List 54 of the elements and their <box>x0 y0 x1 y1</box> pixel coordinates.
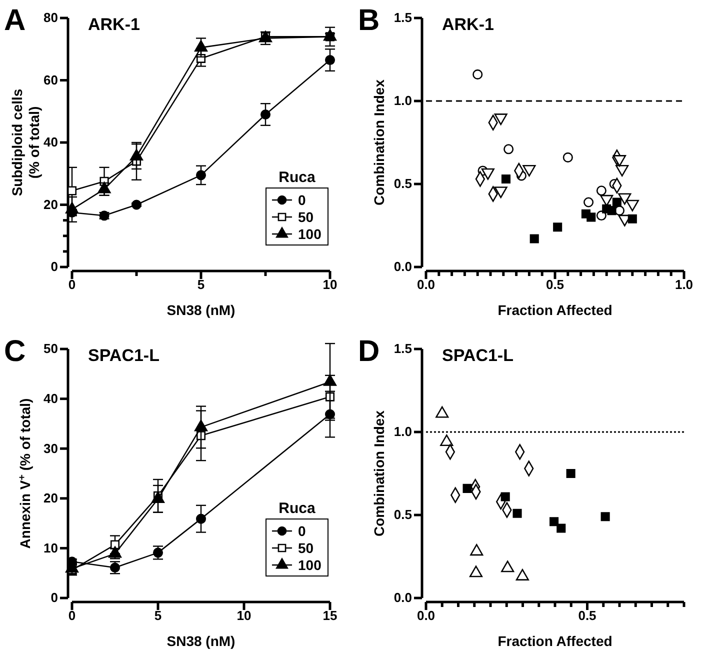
y-tick-label: 40 <box>44 134 58 150</box>
legend-title: Ruca <box>278 169 316 186</box>
text: B <box>358 4 380 37</box>
x-tick-label: 0.0 <box>416 608 436 624</box>
legend-label: 100 <box>298 226 322 242</box>
y-axis-title: Combination Index <box>371 79 387 206</box>
legend-title: Ruca <box>278 500 316 517</box>
y-tick-label: 80 <box>44 10 58 26</box>
x-axis-title: Fraction Affected <box>498 633 612 649</box>
y-tick-label: 20 <box>44 490 58 506</box>
x-tick-label: 5 <box>154 608 162 624</box>
x-tick-label: 0 <box>68 608 76 624</box>
y-tick-label: 0.0 <box>394 259 412 274</box>
y-tick-label: 10 <box>44 540 58 556</box>
legend-label: 50 <box>298 540 314 556</box>
y-tick-label: 1.0 <box>394 424 412 440</box>
text: D <box>358 335 380 368</box>
legend-label: 100 <box>298 557 322 573</box>
x-tick-label: 10 <box>236 608 252 624</box>
y-tick-label: 1.5 <box>394 10 412 26</box>
y-tick-label: 1.5 <box>394 341 412 356</box>
y-tick-label: 0.5 <box>394 507 412 522</box>
x-axis-title: SN38 (nM) <box>166 302 236 318</box>
chart-title: ARK-1 <box>442 15 494 34</box>
y-axis-title: Subdiploid cells (% of total) <box>9 88 42 196</box>
chart-title: ARK-1 <box>88 15 140 34</box>
y-tick-label: 60 <box>44 72 58 88</box>
text: C <box>4 335 26 368</box>
y-tick-label: 0.5 <box>394 176 412 192</box>
y-tick-label: 50 <box>44 341 58 356</box>
x-tick-label: 0.5 <box>546 277 564 292</box>
x-tick-label: 1.0 <box>674 277 694 292</box>
y-tick-label: 40 <box>44 390 58 406</box>
legend-label: 50 <box>298 209 314 225</box>
y-tick-label: 0 <box>50 259 58 274</box>
y-tick-label: 30 <box>44 440 58 456</box>
x-tick-label: 10 <box>322 277 338 292</box>
y-tick-label: 0 <box>50 590 58 606</box>
legend-label: 0 <box>298 192 306 208</box>
y-tick-label: 1.0 <box>394 93 412 108</box>
chart-title: SPAC1-L <box>442 346 514 365</box>
legend-label: 0 <box>298 523 306 539</box>
y-axis-title: Combination Index <box>371 410 387 536</box>
text: A <box>4 4 26 37</box>
chart-title: SPAC1-L <box>88 346 160 365</box>
x-axis-title: Fraction Affected <box>498 302 612 318</box>
y-tick-label: 0.0 <box>394 590 412 606</box>
x-tick-label: 0.5 <box>578 608 596 624</box>
y-tick-label: 20 <box>44 196 58 212</box>
x-tick-label: 0 <box>68 277 76 292</box>
x-tick-label: 5 <box>197 277 205 292</box>
x-tick-label: 0.0 <box>416 277 436 292</box>
x-axis-title: SN38 (nM) <box>166 633 236 649</box>
x-tick-label: 15 <box>322 608 338 624</box>
